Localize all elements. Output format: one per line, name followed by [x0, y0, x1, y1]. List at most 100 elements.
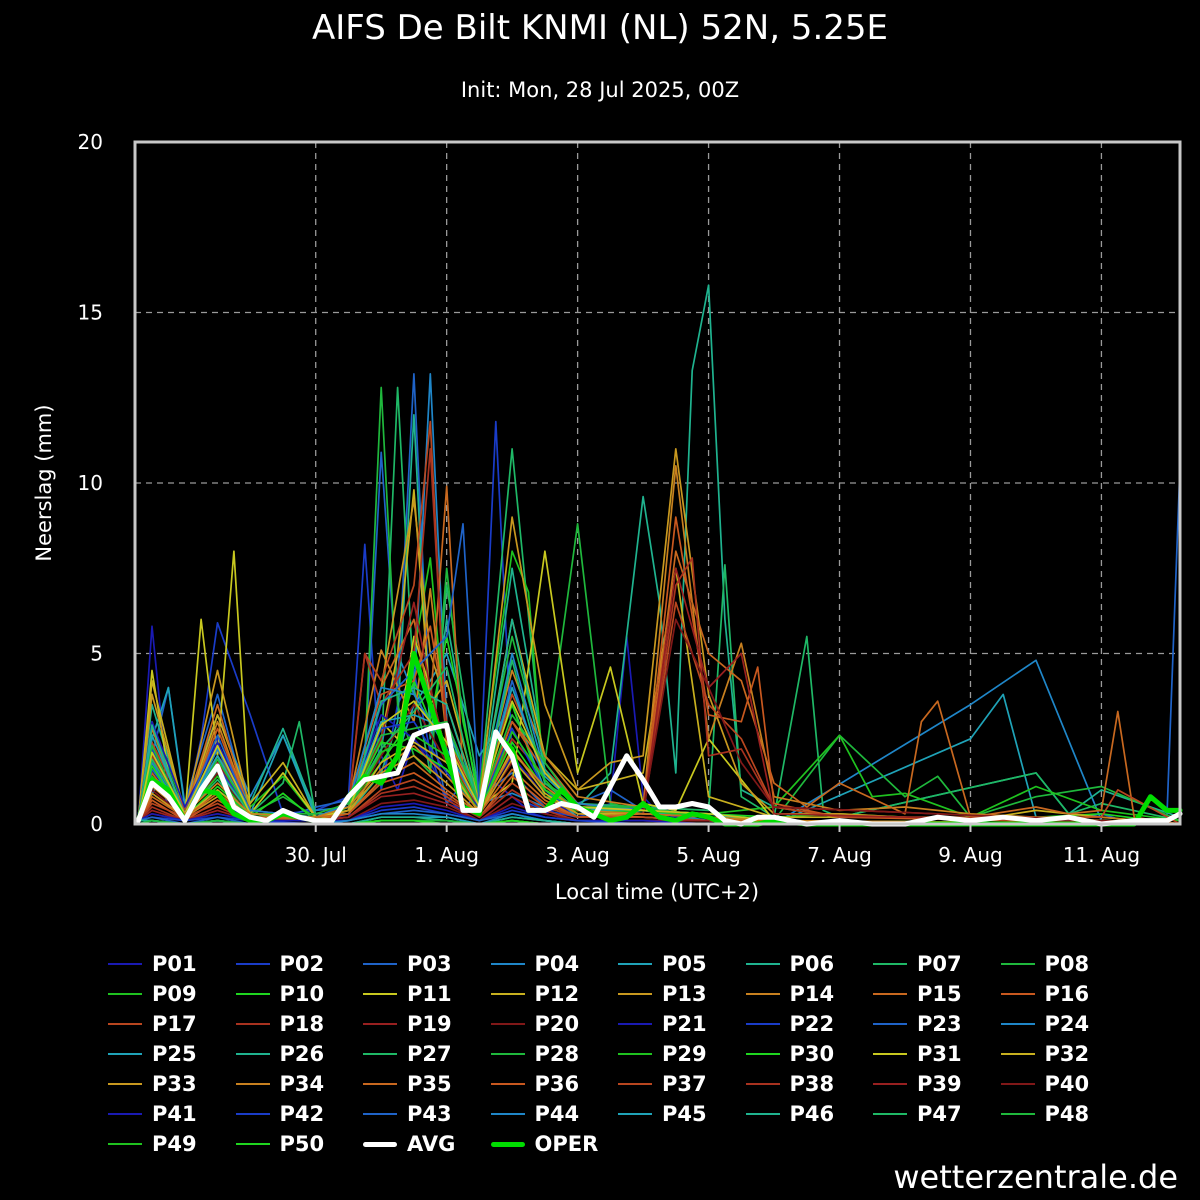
legend-label: P10	[279, 982, 325, 1006]
legend-swatch	[873, 1113, 907, 1115]
legend-item-p17: P17	[108, 1012, 236, 1036]
series-line-p41	[137, 802, 1180, 825]
series-line-p20	[137, 618, 1181, 825]
legend-item-p40: P40	[1000, 1072, 1129, 1096]
legend-label: P38	[789, 1072, 835, 1096]
legend-label: P02	[279, 952, 325, 976]
legend-item-p34: P34	[235, 1072, 364, 1096]
x-axis-label: Local time (UTC+2)	[554, 880, 760, 904]
chart-subtitle: Init: Mon, 28 Jul 2025, 00Z	[460, 78, 740, 102]
legend-item-p12: P12	[490, 982, 619, 1006]
legend-label: P07	[917, 952, 962, 976]
legend-item-p06: P06	[745, 952, 874, 976]
legend-swatch	[873, 1083, 907, 1085]
legend-label: AVG	[407, 1132, 456, 1156]
legend-label: P46	[789, 1102, 835, 1126]
legend-label: OPER	[534, 1132, 599, 1156]
legend-label: P27	[407, 1042, 452, 1066]
legend-item-p11: P11	[363, 982, 491, 1006]
legend-swatch	[1000, 963, 1035, 965]
legend-swatch	[363, 1141, 397, 1147]
legend-label: P12	[534, 982, 580, 1006]
legend-label: P32	[1044, 1042, 1090, 1066]
legend-swatch	[235, 993, 270, 995]
legend-swatch	[618, 963, 652, 965]
legend-item-p45: P45	[618, 1102, 746, 1126]
legend-label: P36	[534, 1072, 580, 1096]
legend-item-p29: P29	[618, 1042, 746, 1066]
legend-item-p28: P28	[490, 1042, 619, 1066]
legend-swatch	[745, 1053, 780, 1055]
legend-item-p01: P01	[108, 952, 236, 976]
legend-item-p22: P22	[745, 1012, 874, 1036]
legend-label: P50	[279, 1132, 325, 1156]
legend-item-p03: P03	[363, 952, 491, 976]
legend-label: P14	[789, 982, 835, 1006]
x-tick-label: 11. Aug	[1063, 843, 1140, 867]
legend-item-p08: P08	[1000, 952, 1129, 976]
legend-label: P13	[662, 982, 707, 1006]
legend-item-p15: P15	[873, 982, 1001, 1006]
y-tick-label: 15	[78, 301, 103, 325]
series-line-p26	[137, 618, 1181, 825]
legend-item-p24: P24	[1000, 1012, 1129, 1036]
legend-label: P34	[279, 1072, 325, 1096]
legend-label: P08	[1044, 952, 1090, 976]
legend-item-p47: P47	[873, 1102, 1001, 1126]
legend-swatch	[490, 1023, 525, 1025]
credit-text: wetterzentrale.de	[893, 1158, 1178, 1196]
legend-swatch	[873, 963, 907, 965]
legend-item-p14: P14	[745, 982, 874, 1006]
legend-item-p39: P39	[873, 1072, 1001, 1096]
legend-label: P37	[662, 1072, 707, 1096]
legend-item-p25: P25	[108, 1042, 236, 1066]
legend-item-p48: P48	[1000, 1102, 1129, 1126]
legend-item-p20: P20	[490, 1012, 619, 1036]
series-line-p01	[137, 625, 1180, 825]
legend: P01 P02 P03 P04 P05 P06 P07 P08 P09 P10 P11 P12 P13 P…	[108, 952, 1148, 1156]
series-line-p28	[137, 714, 1181, 825]
legend-swatch	[363, 1083, 397, 1085]
legend-label: P17	[152, 1012, 197, 1036]
legend-item-p30: P30	[745, 1042, 874, 1066]
legend-item-p43: P43	[363, 1102, 491, 1126]
legend-swatch	[363, 993, 397, 995]
legend-label: P11	[407, 982, 452, 1006]
legend-swatch	[490, 1053, 525, 1055]
x-tick-label: 9. Aug	[938, 843, 1003, 867]
series-line-p09	[137, 550, 1181, 822]
legend-label: P19	[407, 1012, 452, 1036]
legend-swatch	[108, 993, 142, 995]
legend-item-p23: P23	[873, 1012, 1001, 1036]
plot-frame	[133, 140, 1182, 826]
legend-swatch	[745, 963, 780, 965]
legend-swatch	[108, 1023, 142, 1025]
legend-swatch	[1000, 1023, 1035, 1025]
legend-label: P33	[152, 1072, 197, 1096]
legend-item-p38: P38	[745, 1072, 874, 1096]
legend-swatch	[363, 963, 397, 965]
legend-label: P25	[152, 1042, 197, 1066]
legend-label: P04	[534, 952, 580, 976]
legend-label: P03	[407, 952, 452, 976]
x-tick-label: 3. Aug	[545, 843, 610, 867]
legend-item-p10: P10	[235, 982, 364, 1006]
legend-item-p32: P32	[1000, 1042, 1129, 1066]
legend-swatch	[108, 963, 142, 965]
legend-swatch	[745, 1113, 780, 1115]
series-line-avg	[135, 722, 1183, 827]
legend-label: P26	[279, 1042, 325, 1066]
legend-swatch	[1000, 1083, 1035, 1085]
legend-swatch	[363, 1113, 397, 1115]
legend-item-p37: P37	[618, 1072, 746, 1096]
x-tick-label: 1. Aug	[414, 843, 479, 867]
legend-label: P31	[917, 1042, 962, 1066]
legend-label: P41	[152, 1102, 197, 1126]
x-tick-label: 5. Aug	[676, 843, 741, 867]
legend-label: P45	[662, 1102, 707, 1126]
legend-swatch	[873, 1023, 907, 1025]
series-line-p11	[137, 550, 1181, 825]
legend-swatch	[235, 1083, 270, 1085]
legend-swatch	[618, 1053, 652, 1055]
legend-label: P22	[789, 1012, 835, 1036]
